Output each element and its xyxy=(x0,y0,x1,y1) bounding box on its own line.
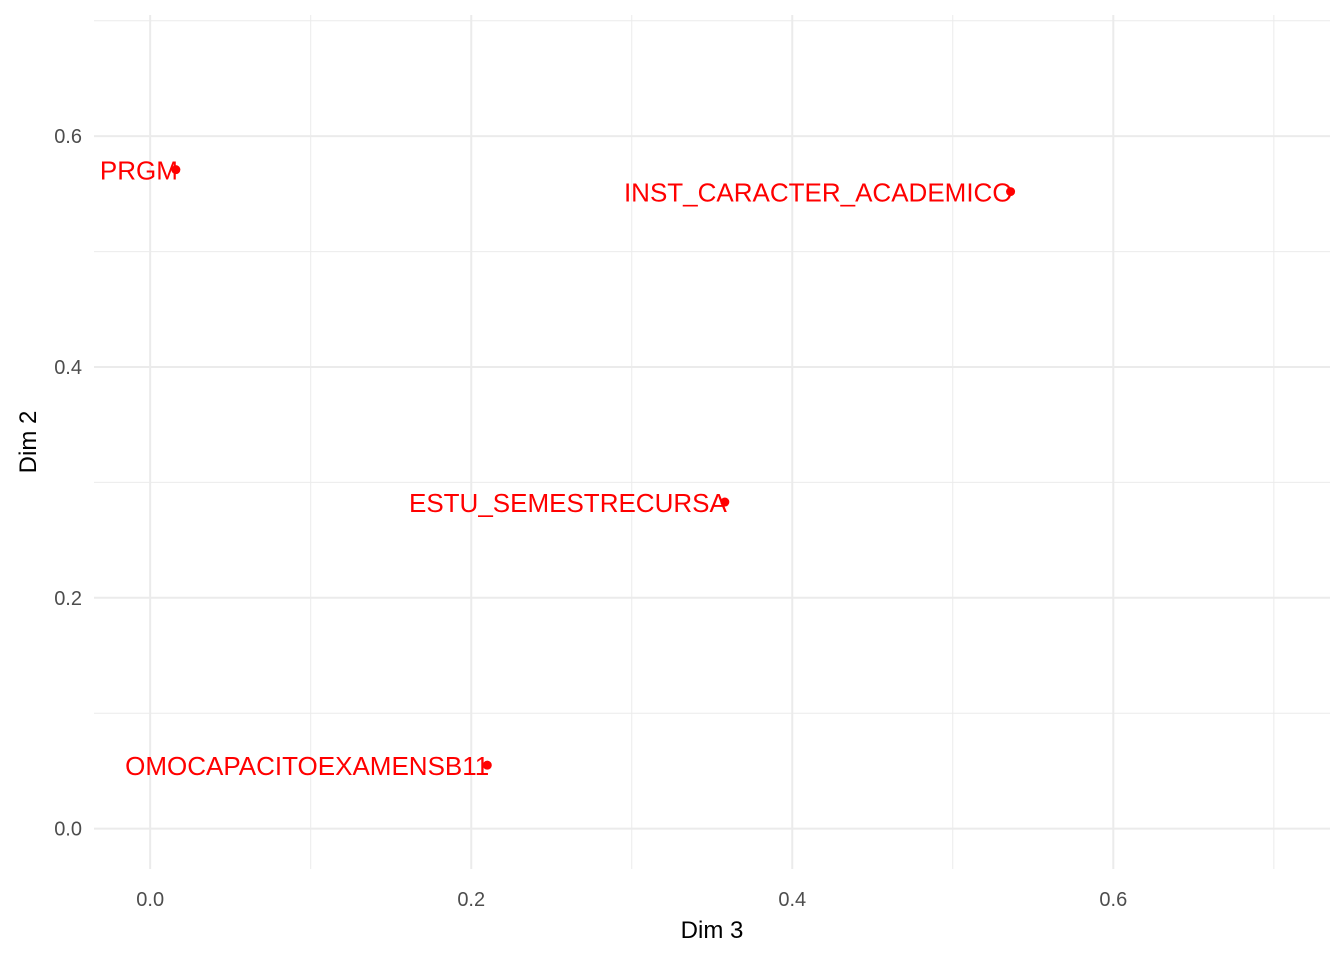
axis-ticks: 0.0 0.2 0.4 0.6 0.0 0.2 0.4 0.6 xyxy=(54,126,1127,911)
y-tick-label: 0.2 xyxy=(54,588,82,610)
x-tick-label: 0.6 xyxy=(1099,889,1127,911)
data-point xyxy=(482,760,492,770)
point-label: ESTU_SEMESTRECURSA xyxy=(409,488,727,518)
y-tick-label: 0.6 xyxy=(54,126,82,148)
point-label: INST_CARACTER_ACADEMICO xyxy=(624,178,1013,208)
x-tick-label: 0.4 xyxy=(778,889,806,911)
data-point xyxy=(171,165,181,175)
data-points: PRGM INST_CARACTER_ACADEMICO ESTU_SEMESTRE… xyxy=(100,156,1016,781)
data-point xyxy=(1006,187,1016,197)
point-label: OMOCAPACITOEXAMENSB11 xyxy=(125,751,489,781)
data-point xyxy=(720,497,730,507)
y-axis-title: Dim 2 xyxy=(15,411,42,474)
y-tick-label: 0.4 xyxy=(54,357,82,379)
grid-lines xyxy=(94,15,1330,869)
point-label: PRGM xyxy=(100,156,178,186)
x-tick-label: 0.2 xyxy=(457,889,485,911)
x-axis-title: Dim 3 xyxy=(681,917,744,944)
x-tick-label: 0.0 xyxy=(136,889,164,911)
y-tick-label: 0.0 xyxy=(54,819,82,841)
